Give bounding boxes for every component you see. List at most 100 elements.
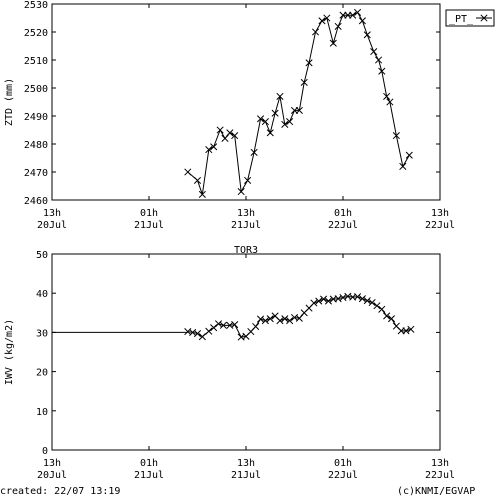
x-tick-label: 13h: [237, 208, 255, 219]
data-point-marker: [318, 17, 326, 25]
y-tick-label: 30: [36, 328, 48, 339]
x-tick-label: 13h: [431, 208, 449, 219]
series-line: [187, 11, 410, 195]
legend-box: [445, 9, 495, 27]
data-point-marker: [286, 317, 294, 325]
data-point-marker: [402, 327, 410, 335]
data-point-marker: [226, 129, 234, 137]
data-point-marker: [363, 297, 371, 305]
data-point-marker: [378, 305, 386, 313]
data-point-marker: [214, 320, 223, 328]
x-tick-label: 13h: [431, 458, 449, 469]
x-tick-label: 01h: [334, 458, 352, 469]
chart-title: TOR3: [234, 245, 258, 256]
data-point-marker: [237, 188, 245, 196]
data-point-marker: [231, 132, 239, 140]
series-line: [187, 295, 412, 338]
data-point-marker: [358, 17, 366, 25]
copyright-credit: (c)KNMI/EGVAP: [397, 486, 476, 497]
data-point-marker: [405, 151, 413, 159]
data-point-marker: [281, 315, 289, 323]
data-point-marker: [193, 330, 202, 338]
data-point-marker: [358, 295, 366, 303]
data-point-marker: [324, 297, 333, 305]
data-point-marker: [311, 28, 320, 36]
data-point-marker: [329, 39, 337, 47]
x-tick-label: 01h: [140, 458, 158, 469]
data-point-marker: [300, 78, 308, 86]
data-point-marker: [281, 120, 289, 128]
y-tick-label: 2500: [24, 84, 48, 95]
data-point-marker: [266, 129, 274, 137]
y-axis-label: ZTD (mm): [4, 78, 15, 126]
data-point-marker: [210, 143, 218, 151]
y-tick-label: 2530: [24, 0, 48, 11]
x-tick-label: 21Jul: [134, 220, 164, 231]
data-point-marker: [387, 315, 396, 323]
plot-frame-1: [51, 253, 441, 451]
data-point-marker: [261, 317, 269, 325]
data-point-marker: [276, 317, 284, 325]
data-point-marker: [392, 132, 400, 140]
data-point-marker: [276, 92, 284, 100]
y-tick-label: 2480: [24, 140, 48, 151]
y-tick-label: 2510: [24, 56, 48, 67]
data-point-marker: [295, 106, 303, 114]
data-point-marker: [198, 190, 206, 198]
data-point-marker: [198, 333, 206, 341]
x-tick-label: 22Jul: [425, 220, 455, 231]
data-point-marker: [363, 31, 371, 39]
x-tick-label: 22Jul: [328, 470, 358, 481]
data-point-marker: [375, 56, 383, 64]
data-point-marker: [231, 321, 239, 329]
data-point-marker: [370, 48, 378, 56]
x-tick-label: 13h: [43, 208, 61, 219]
data-point-marker: [250, 148, 258, 156]
x-tick-label: 21Jul: [134, 470, 164, 481]
data-point-marker: [271, 109, 279, 117]
y-tick-label: 10: [36, 407, 48, 418]
data-point-marker: [286, 118, 294, 126]
y-tick-label: 2470: [24, 168, 48, 179]
data-point-marker: [244, 176, 252, 184]
x-tick-label: 21Jul: [231, 220, 261, 231]
data-point-marker: [353, 8, 362, 16]
data-point-marker: [334, 22, 342, 30]
data-point-marker: [216, 126, 224, 134]
x-tick-label: 13h: [237, 458, 255, 469]
y-axis-label: IWV (kg/m2): [4, 319, 15, 385]
x-tick-label: 20Jul: [37, 470, 67, 481]
y-tick-label: 2520: [24, 28, 48, 39]
data-point-marker: [184, 168, 192, 176]
x-tick-label: 13h: [43, 458, 61, 469]
y-tick-label: 2490: [24, 112, 48, 123]
legend-label: _PT_: [449, 14, 474, 25]
data-point-marker: [383, 312, 391, 320]
data-point-marker: [339, 293, 347, 302]
x-tick-label: 21Jul: [231, 470, 261, 481]
data-point-marker: [310, 299, 318, 307]
data-point-marker: [221, 134, 229, 142]
data-point-marker: [261, 118, 269, 126]
data-point-marker: [323, 14, 331, 22]
created-timestamp: created: 22/07 13:19: [0, 486, 121, 497]
data-point-marker: [205, 327, 213, 335]
data-point-marker: [386, 98, 394, 106]
data-point-marker: [399, 162, 407, 170]
data-point-marker: [256, 115, 265, 123]
data-point-marker: [383, 92, 391, 100]
data-point-marker: [193, 176, 202, 184]
x-tick-label: 22Jul: [425, 470, 455, 481]
data-point-marker: [210, 324, 218, 332]
x-tick-label: 22Jul: [328, 220, 358, 231]
data-point-marker: [305, 59, 313, 67]
y-tick-label: 2460: [24, 196, 48, 207]
data-point-marker: [252, 322, 260, 331]
data-point-marker: [315, 297, 323, 305]
y-tick-label: 0: [42, 446, 48, 457]
data-point-marker: [353, 293, 362, 301]
data-point-marker: [320, 295, 328, 303]
y-tick-label: 40: [36, 289, 48, 300]
data-point-marker: [266, 315, 274, 323]
